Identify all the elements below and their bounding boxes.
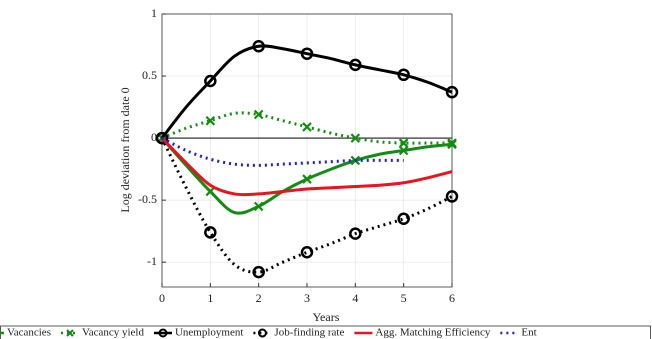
marker — [252, 265, 265, 279]
legend-label: Unemployment — [175, 327, 243, 339]
marker — [205, 186, 216, 197]
marker — [398, 138, 409, 148]
y-tick-label: 1 — [151, 6, 157, 20]
y-tick-label: 0.5 — [142, 68, 157, 82]
marker — [300, 47, 314, 60]
x-tick-label: 3 — [304, 291, 310, 305]
marker — [253, 109, 264, 120]
x-tick-label: 1 — [207, 291, 213, 305]
marker — [397, 212, 410, 225]
legend: Vacancies Vacancy yield Unemployment Job-fi… — [0, 325, 651, 339]
marker — [300, 246, 314, 259]
series-line — [160, 44, 453, 140]
x-axis-label: Years — [313, 310, 340, 324]
legend-marker — [158, 328, 168, 338]
x-tick-label: 0 — [159, 291, 165, 305]
series-line — [161, 136, 404, 167]
x-tick-label: 6 — [449, 291, 455, 305]
legend-label: Vacancies — [7, 327, 51, 339]
marker — [349, 227, 362, 240]
y-tick-label: 0 — [151, 130, 157, 144]
series-line — [160, 137, 453, 197]
legend-label: Agg. Matching Efficiency — [375, 327, 490, 339]
marker — [253, 201, 264, 212]
marker — [155, 131, 169, 145]
legend-label: Vacancy yield — [82, 327, 144, 339]
y-axis-label: Log deviation from date 0 — [118, 87, 132, 212]
marker — [252, 40, 265, 53]
x-tick-label: 2 — [256, 291, 262, 305]
legend-label: Job-finding rate — [274, 327, 344, 339]
marker — [447, 138, 457, 148]
marker — [204, 74, 217, 88]
marker — [398, 145, 409, 156]
marker — [397, 68, 410, 82]
x-tick-label: 5 — [401, 291, 407, 305]
marker — [445, 190, 459, 203]
marker — [302, 122, 312, 132]
marker — [445, 85, 459, 99]
marker — [350, 133, 361, 143]
legend-label: Ent — [521, 327, 536, 339]
x-tick-label: 4 — [352, 291, 358, 305]
y-tick-label: -0.5 — [138, 192, 157, 206]
legend-marker — [257, 328, 267, 338]
y-tick-label: -1 — [147, 254, 157, 268]
marker — [204, 226, 217, 239]
plot-frame — [161, 13, 453, 288]
marker — [205, 115, 216, 126]
marker — [349, 58, 362, 72]
legend-marker — [66, 329, 74, 337]
marker — [302, 174, 312, 184]
